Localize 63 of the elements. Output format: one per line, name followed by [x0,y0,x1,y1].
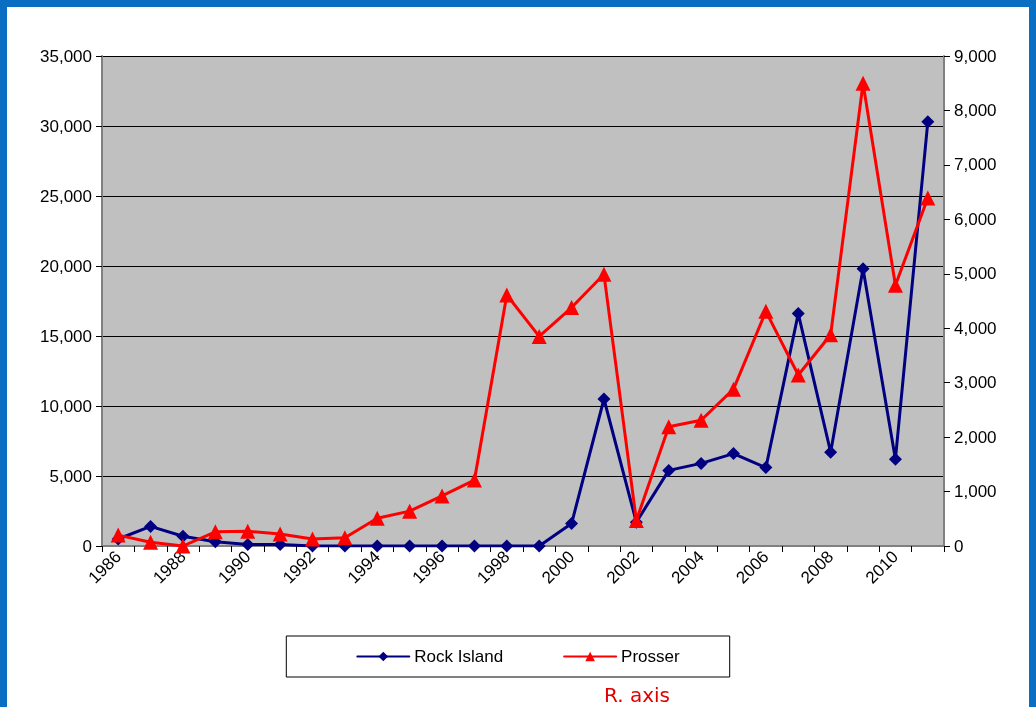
y-tick-label: 5,000 [49,466,92,486]
point [241,538,255,552]
y2-tick-label: 2,000 [954,427,997,447]
point [305,531,320,547]
point [565,517,579,531]
point [499,287,515,303]
point [564,300,580,316]
point [790,367,806,383]
point [759,461,773,475]
point [823,327,839,343]
point [402,503,418,519]
point [434,488,450,504]
point [693,412,709,428]
y2-tick-label: 9,000 [954,46,997,66]
point [662,463,676,477]
y2-tick-label: 0 [954,536,964,556]
point [920,190,936,206]
point [888,452,902,466]
point [694,456,708,470]
point [661,419,677,435]
point [110,527,126,543]
point [531,328,547,344]
point [144,519,158,533]
point [500,539,514,553]
point [856,262,870,276]
legend-label: Prosser [621,647,681,666]
point [532,539,546,553]
point [337,530,353,546]
point [176,529,190,543]
point [143,534,159,550]
point [727,447,740,461]
point [758,303,774,319]
y-tick-label: 0 [82,536,92,556]
point [207,524,223,540]
point [887,277,903,293]
y-tick-label: 10,000 [40,396,92,416]
y-tick-label: 25,000 [40,186,92,206]
point [403,539,417,553]
point [240,523,256,539]
y2-tick-label: 5,000 [954,264,997,284]
y2-tick-label: 1,000 [954,482,997,502]
text: R. axis [603,683,671,707]
y2-tick-label: 6,000 [954,209,997,229]
point [597,392,611,406]
legend-label: Rock Island [414,647,504,666]
y-tick-label: 30,000 [40,116,92,136]
y2-tick-label: 3,000 [954,373,997,393]
y2-tick-label: 8,000 [954,100,997,120]
point [596,266,612,282]
y-tick-label: 15,000 [40,326,92,346]
point [467,539,481,553]
point [369,510,385,526]
point [435,539,449,553]
y-tick-label: 20,000 [40,256,92,276]
point [855,75,871,91]
point [175,538,191,554]
point [921,115,935,129]
y2-tick-label: 7,000 [954,155,997,175]
y2-tick-label: 4,000 [954,318,997,338]
point [466,472,482,488]
point [272,526,288,542]
point [726,381,741,397]
y-tick-label: 35,000 [40,46,92,66]
